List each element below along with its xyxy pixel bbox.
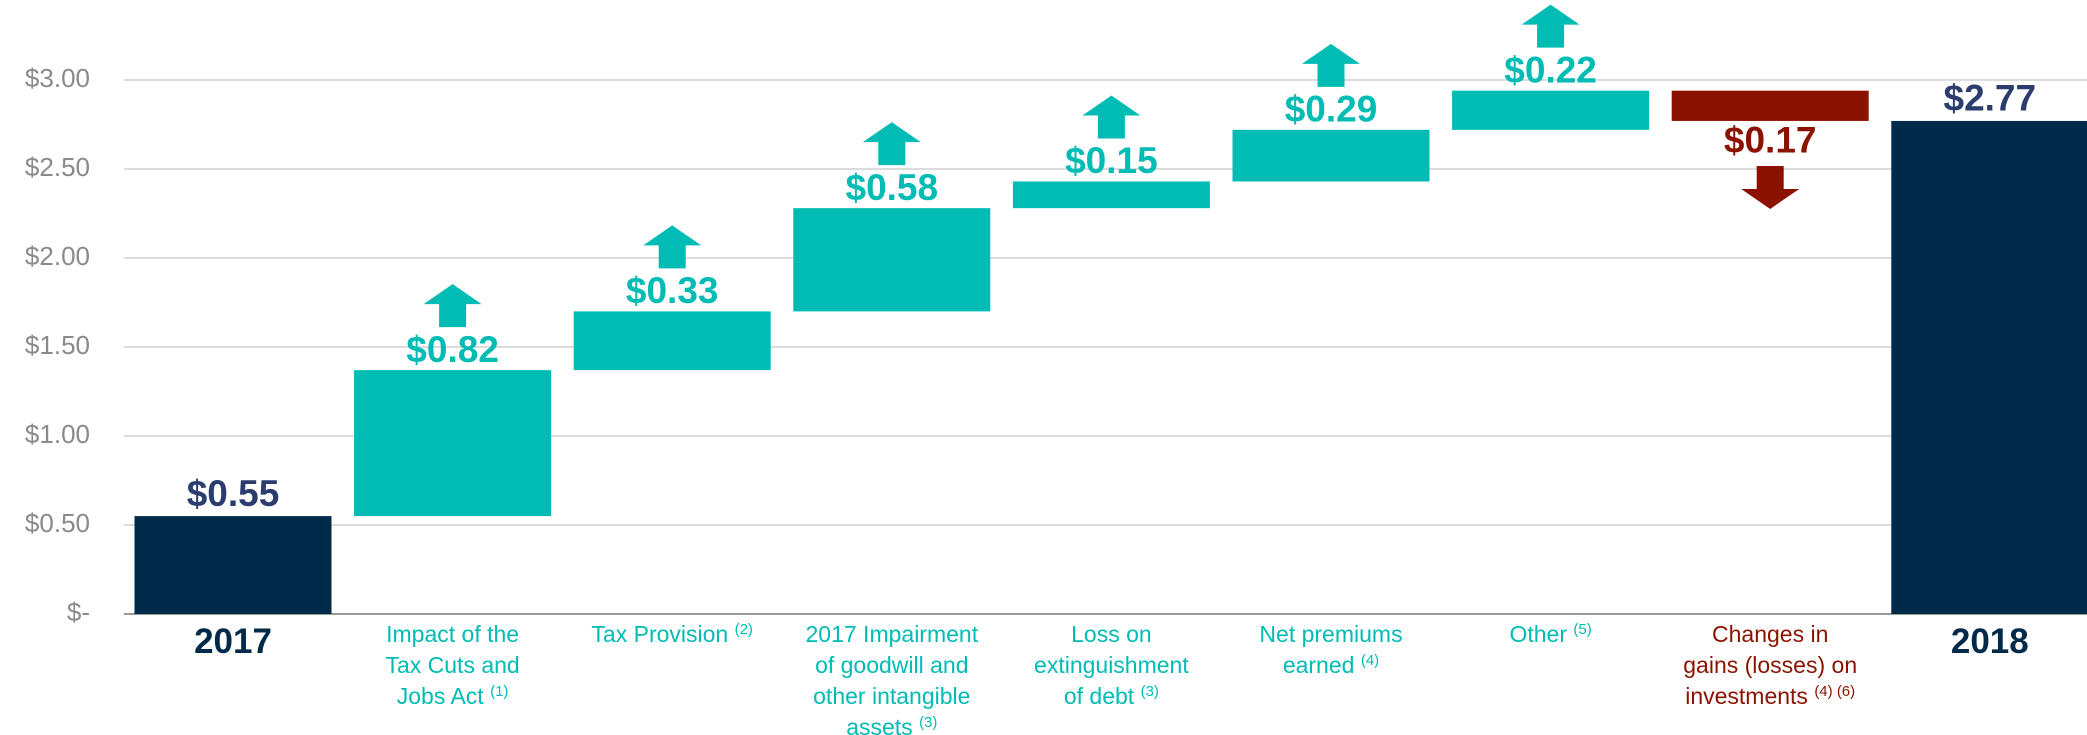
value-label: $0.29 xyxy=(1285,89,1378,130)
y-tick-label: $2.00 xyxy=(25,241,90,271)
category-text: 2018 xyxy=(1950,622,2029,661)
x-tick-label: Tax Provision (2) xyxy=(567,619,777,650)
arrow xyxy=(1741,165,1800,209)
category-text: 2017 xyxy=(194,622,272,661)
bar xyxy=(1452,90,1650,130)
x-tick-label: Impact of the Tax Cuts and Jobs Act (1) xyxy=(348,619,558,712)
value-label: $0.15 xyxy=(1065,140,1158,181)
footnote-ref: (4) (6) xyxy=(1814,683,1856,700)
y-tick-label: $1.50 xyxy=(25,330,90,360)
x-tick-label: Other (5) xyxy=(1446,619,1656,650)
footnote-ref: (3) xyxy=(1140,683,1159,700)
category-text: Other xyxy=(1509,621,1567,647)
arrow xyxy=(1082,95,1141,139)
x-tick-label: Loss on extinguishment of debt (3) xyxy=(1006,619,1216,712)
category-text: Impact of the Tax Cuts and Jobs Act xyxy=(385,621,520,709)
footnote-ref: (4) xyxy=(1360,652,1380,669)
bar xyxy=(793,208,991,312)
y-tick-label: $- xyxy=(67,597,90,627)
bar xyxy=(1232,129,1430,182)
x-tick-label: 2017 Impairment of goodwill and other in… xyxy=(787,619,997,735)
bar xyxy=(134,516,332,614)
footnote-ref: (1) xyxy=(490,683,509,700)
value-label: $0.22 xyxy=(1504,49,1597,90)
value-label: $2.77 xyxy=(1944,78,2037,119)
bar xyxy=(1891,120,2087,614)
y-tick-label: $3.00 xyxy=(25,63,90,93)
arrow xyxy=(862,122,921,166)
arrow xyxy=(1521,4,1580,48)
x-tick-label: Net premiums earned (4) xyxy=(1226,619,1436,681)
arrow xyxy=(423,284,482,328)
value-label: $0.58 xyxy=(846,167,939,208)
value-label: $0.33 xyxy=(626,270,719,311)
y-tick-label: $2.50 xyxy=(25,152,90,182)
value-label: $0.17 xyxy=(1724,120,1817,161)
arrow xyxy=(1302,43,1360,87)
category-text: Loss on extinguishment of debt xyxy=(1034,621,1189,709)
x-tick-label: 2017 xyxy=(128,622,338,662)
bar xyxy=(1012,181,1210,209)
arrow xyxy=(643,225,702,269)
value-label: $0.55 xyxy=(187,473,280,514)
bar xyxy=(1671,90,1869,121)
footnote-ref: (3) xyxy=(919,714,938,731)
bar xyxy=(354,370,552,517)
y-tick-label: $0.50 xyxy=(25,508,90,538)
y-tick-label: $1.00 xyxy=(25,419,90,449)
category-text: Tax Provision xyxy=(591,621,729,647)
footnote-ref: (5) xyxy=(1573,621,1592,638)
category-text: Changes in gains (losses) on investments xyxy=(1683,621,1858,709)
x-tick-label: 2018 xyxy=(1885,622,2087,662)
x-tick-label: Changes in gains (losses) on investments… xyxy=(1665,619,1875,712)
category-text: 2017 Impairment of goodwill and other in… xyxy=(805,621,979,735)
bar xyxy=(573,311,771,371)
footnote-ref: (2) xyxy=(734,621,753,638)
value-label: $0.82 xyxy=(406,329,499,370)
category-text: Net premiums earned xyxy=(1259,621,1403,678)
